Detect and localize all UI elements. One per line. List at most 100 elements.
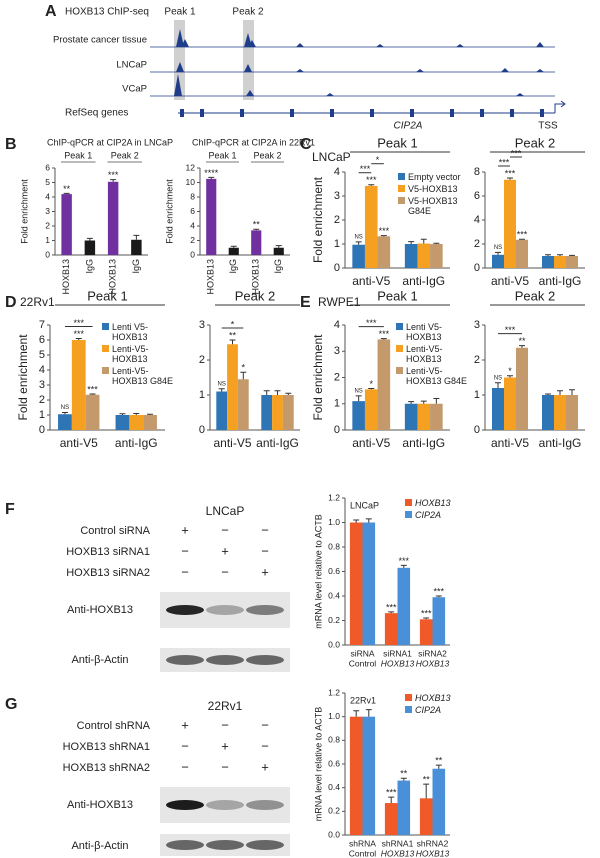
track-label: Prostate cancer tissue [53, 35, 147, 46]
significance-label: * [508, 366, 512, 376]
blot-title: LNCaP [206, 504, 245, 518]
condition-sign: − [261, 717, 269, 732]
bar [554, 256, 566, 268]
legend-swatch [396, 323, 403, 330]
bar [492, 254, 504, 268]
error-bar [89, 393, 96, 395]
y-tick-label: 0.2 [328, 615, 340, 625]
y-tick-label: 2 [190, 235, 195, 245]
blot-band [206, 605, 244, 615]
bar [71, 340, 86, 430]
x-tick-label: anti-V5 [213, 436, 251, 450]
bar [430, 403, 443, 430]
x-tick-label: anti-V5 [352, 274, 390, 288]
error-bar [408, 401, 415, 404]
peak-highlight [174, 20, 185, 100]
bar [397, 567, 411, 645]
chart-subtitle: 22Rv1 [350, 695, 376, 705]
bar [349, 716, 363, 835]
bar [404, 403, 418, 430]
y-tick-label: 8 [474, 166, 480, 178]
bracket-label: * [231, 319, 235, 329]
error-bar [507, 177, 513, 180]
significance-label: *** [379, 226, 390, 236]
bar [131, 239, 142, 255]
significance-label: *** [421, 608, 432, 618]
condition-label: Control siRNA [80, 525, 150, 537]
panel-label: C [300, 136, 312, 153]
bar [384, 803, 398, 835]
significance-label: *** [73, 329, 84, 339]
error-bar [353, 519, 360, 523]
blot-band [246, 840, 284, 850]
error-bar [408, 241, 415, 244]
exon [240, 109, 244, 117]
legend-entry: CIP2A [405, 510, 465, 520]
legend-entry: Lenti V5-HOXB13 [396, 322, 470, 342]
legend-swatch [396, 345, 403, 352]
x-tick-label: anti-IgG [402, 274, 445, 288]
legend-swatch [398, 197, 405, 204]
y-tick-label: 0.2 [328, 806, 340, 816]
error-bar [365, 709, 372, 717]
panel-label: B [5, 136, 17, 153]
panel-label: E [300, 294, 311, 311]
legend-swatch [405, 694, 412, 701]
exon [200, 109, 204, 117]
legend-swatch [398, 173, 405, 180]
error-bar [365, 518, 372, 523]
error-bar [274, 390, 281, 395]
significance-label: ** [435, 756, 443, 766]
blot-band [166, 605, 204, 615]
x-tick-label: anti-IgG [115, 436, 158, 450]
significance-label: NS [494, 245, 502, 251]
legend-entry: V5-HOXB13 G84E [398, 196, 472, 216]
error-bar [86, 237, 93, 241]
x-tick-label: anti-IgG [256, 436, 299, 450]
y-tick-label: 3 [334, 345, 340, 357]
significance-label: *** [379, 329, 390, 339]
error-bar [423, 783, 430, 799]
significance-label: NS [494, 375, 502, 381]
legend-label: V5-HOXB13 [408, 184, 458, 194]
significance-label: *** [87, 384, 98, 394]
bracket-label: *** [511, 148, 522, 158]
peak-label: Peak 1 [164, 7, 196, 18]
y-tick-label: 1.2 [328, 687, 340, 697]
y-tick-label: 0 [199, 424, 205, 436]
legend-swatch [102, 323, 109, 330]
y-tick-label: 3 [199, 319, 205, 331]
error-bar [63, 192, 70, 195]
x-tick-label: anti-IgG [402, 436, 445, 450]
condition-sign: − [181, 543, 189, 558]
antibody-label: Anti-β-Actin [71, 654, 128, 666]
legend-entry: Lenti-V5-HOXB13 [396, 344, 470, 364]
legend: Lenti V5-HOXB13 Lenti-V5-HOXB13 Lenti-V5-H… [396, 322, 470, 388]
x-tick-label: siRNA [350, 648, 374, 658]
x-tick-label: HOXB13 [206, 259, 216, 295]
bar [85, 394, 100, 430]
significance-label: * [369, 379, 373, 389]
bar [143, 415, 157, 430]
exon [290, 109, 294, 117]
legend-label: Lenti-V5-HOXB13 [112, 344, 149, 364]
x-tick-label: anti-IgG [539, 274, 582, 288]
bracket-label: *** [505, 325, 516, 335]
chart-title: Peak 1 [87, 288, 127, 303]
y-tick-label: 0.8 [328, 735, 340, 745]
error-bar [433, 398, 440, 404]
bar [364, 185, 378, 268]
error-bar [569, 389, 575, 395]
legend-label: Lenti-V5-HOXB13 [406, 344, 443, 364]
x-tick-label: siRNA2 [418, 648, 447, 658]
blot-band [246, 605, 284, 615]
antibody-label: Anti-HOXB13 [67, 799, 133, 811]
bracket-label: *** [499, 157, 510, 167]
y-tick-label: 1 [474, 389, 480, 401]
y-tick-label: 0.4 [328, 782, 340, 792]
significance-label: NS [354, 234, 362, 240]
legend-label: Lenti-V5-HOXB13 G84E [112, 366, 174, 386]
y-tick-label: 3 [334, 190, 340, 202]
condition-sign: + [221, 543, 229, 558]
y-tick-label: 4 [474, 214, 480, 226]
